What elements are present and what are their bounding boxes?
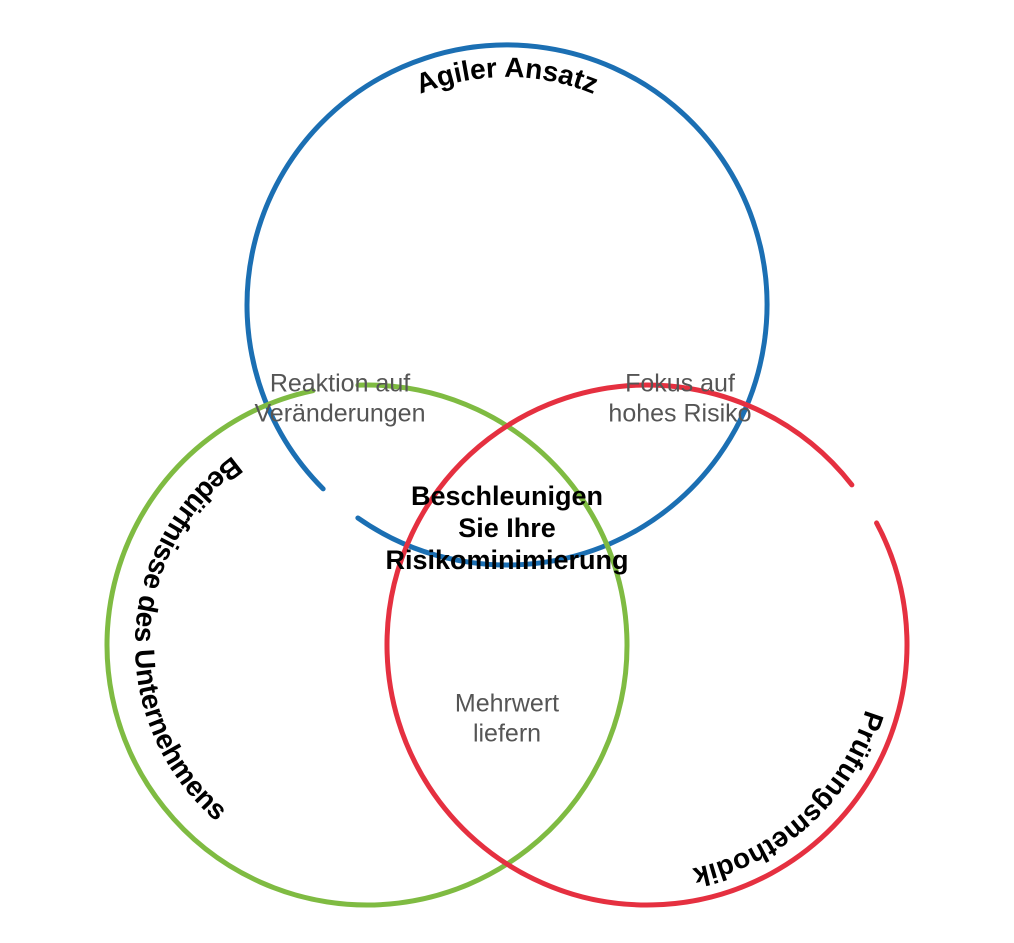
circle-title-top: Agiler Ansatz	[412, 52, 603, 100]
circle-left	[107, 385, 627, 905]
overlap-top-left-line-0: Reaktion auf	[270, 370, 410, 398]
venn-labels: Agiler AnsatzBedürfnisse des Unternehmen…	[129, 52, 890, 893]
overlap-top-right-line-1: hohes Risiko	[608, 400, 751, 428]
overlap-top-right-line-0: Fokus auf	[625, 370, 735, 398]
overlap-left-right-line-0: Mehrwert	[455, 690, 559, 718]
center-label-line-0: Beschleunigen	[411, 481, 603, 511]
overlap-left-right-line-1: liefern	[473, 720, 541, 748]
circle-right	[387, 385, 907, 905]
venn-diagram: Agiler AnsatzBedürfnisse des Unternehmen…	[0, 0, 1014, 943]
center-label-line-1: Sie Ihre	[458, 513, 556, 543]
overlap-top-left-line-1: Veränderungen	[255, 400, 426, 428]
center-label-line-2: Risikominimierung	[385, 545, 628, 575]
